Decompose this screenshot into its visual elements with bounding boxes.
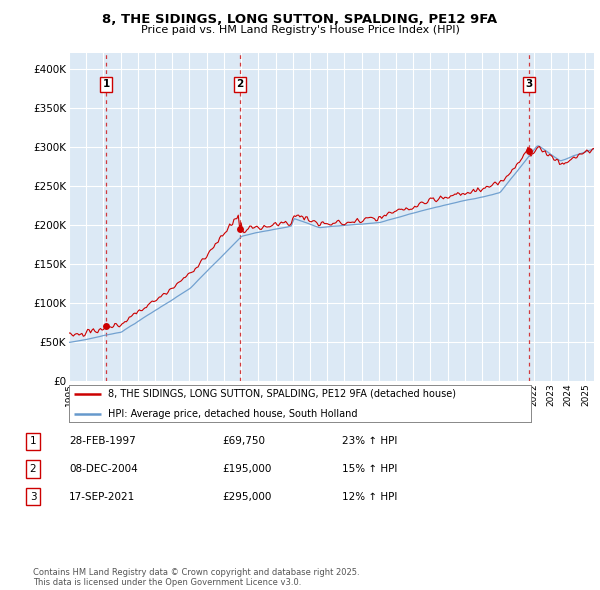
Text: 8, THE SIDINGS, LONG SUTTON, SPALDING, PE12 9FA (detached house): 8, THE SIDINGS, LONG SUTTON, SPALDING, P…: [108, 389, 456, 399]
Text: 3: 3: [525, 79, 532, 89]
Text: 15% ↑ HPI: 15% ↑ HPI: [342, 464, 397, 474]
Text: 17-SEP-2021: 17-SEP-2021: [69, 492, 135, 502]
Text: 2: 2: [236, 79, 244, 89]
Text: £295,000: £295,000: [222, 492, 271, 502]
Text: 12% ↑ HPI: 12% ↑ HPI: [342, 492, 397, 502]
Text: 08-DEC-2004: 08-DEC-2004: [69, 464, 138, 474]
Text: 2: 2: [29, 464, 37, 474]
Text: 8, THE SIDINGS, LONG SUTTON, SPALDING, PE12 9FA: 8, THE SIDINGS, LONG SUTTON, SPALDING, P…: [103, 13, 497, 26]
Text: HPI: Average price, detached house, South Holland: HPI: Average price, detached house, Sout…: [108, 409, 358, 419]
Text: 1: 1: [103, 79, 110, 89]
Text: 23% ↑ HPI: 23% ↑ HPI: [342, 437, 397, 446]
Text: 28-FEB-1997: 28-FEB-1997: [69, 437, 136, 446]
Text: £195,000: £195,000: [222, 464, 271, 474]
Text: £69,750: £69,750: [222, 437, 265, 446]
Text: 3: 3: [29, 492, 37, 502]
Text: 1: 1: [29, 437, 37, 446]
Text: Contains HM Land Registry data © Crown copyright and database right 2025.
This d: Contains HM Land Registry data © Crown c…: [33, 568, 359, 587]
Text: Price paid vs. HM Land Registry's House Price Index (HPI): Price paid vs. HM Land Registry's House …: [140, 25, 460, 35]
